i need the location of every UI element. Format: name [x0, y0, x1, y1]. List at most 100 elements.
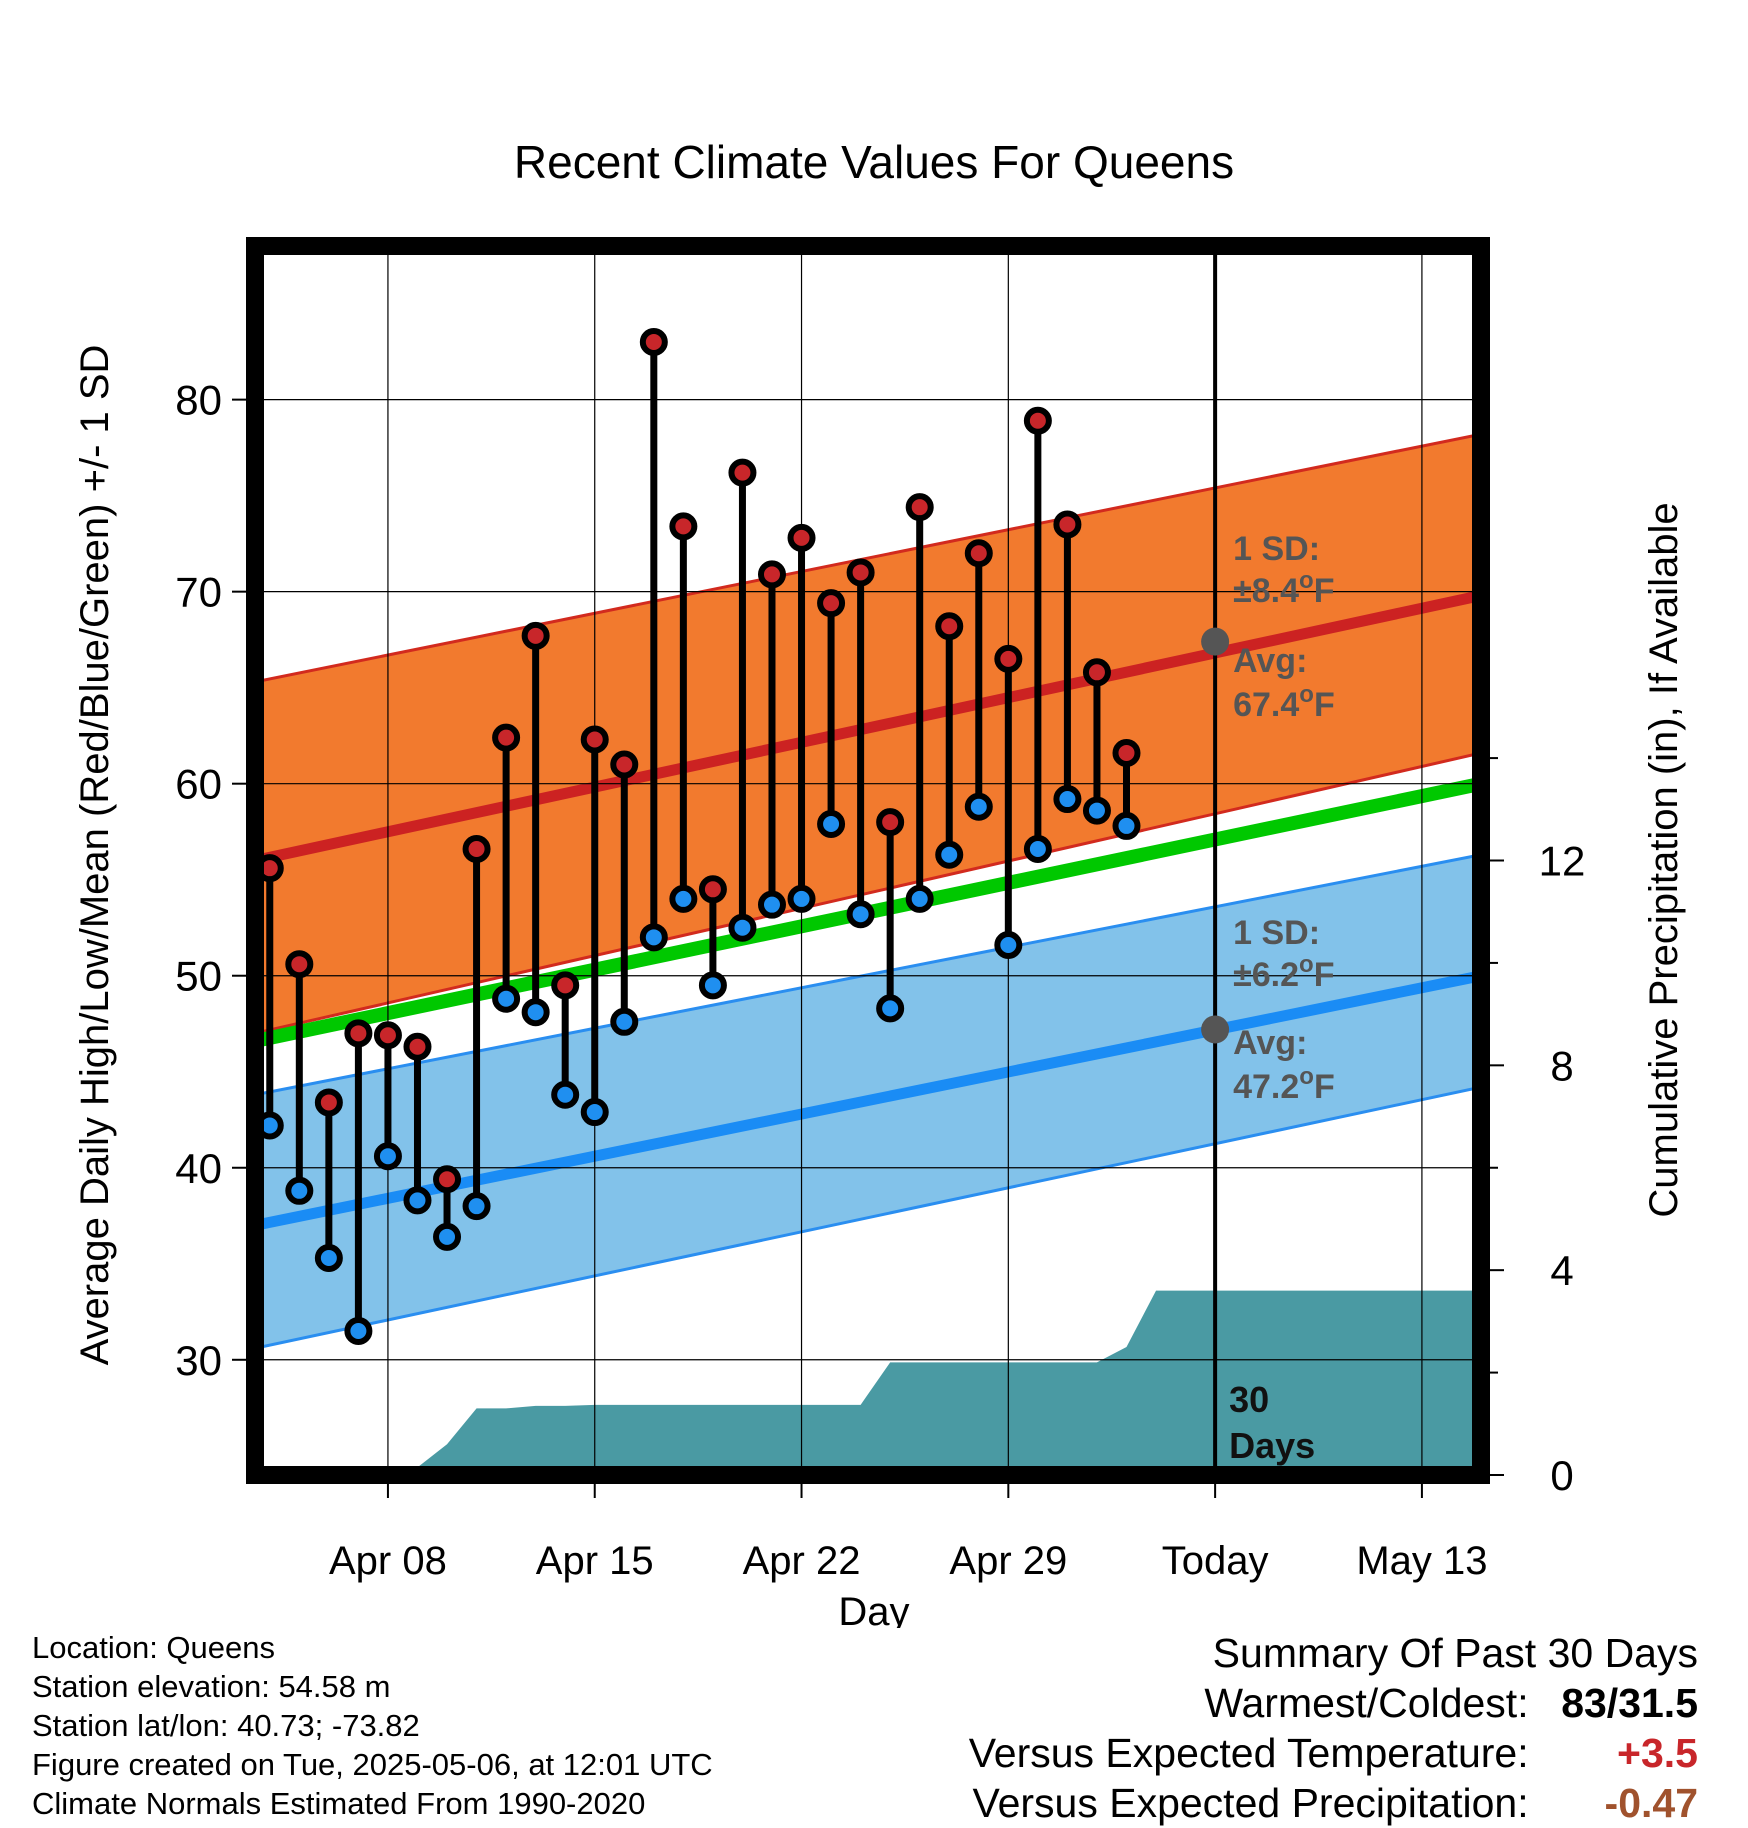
low-temperature-point	[905, 884, 934, 913]
x-tick-label: Apr 29	[949, 1539, 1067, 1583]
precipitation-area	[255, 1290, 1481, 1475]
low-temperature-point	[817, 810, 846, 839]
latlon-text: Station lat/lon: 40.73; -73.82	[32, 1708, 420, 1743]
created-text: Figure created on Tue, 2025-05-06, at 12…	[32, 1747, 713, 1782]
low-temperature-point	[610, 1007, 639, 1036]
summary-row-warmest-coldest: Warmest/Coldest: 83/31.5	[969, 1678, 1698, 1728]
low-temperature-point	[344, 1316, 373, 1345]
high-temperature-point	[994, 644, 1023, 673]
low-temperature-point	[433, 1222, 462, 1251]
low-temperature-point	[1112, 811, 1141, 840]
y-tick-label: 50	[175, 953, 222, 1000]
high-temperature-point	[846, 558, 875, 587]
high-sd-upper-edge	[255, 432, 1481, 684]
x-tick-label: Apr 08	[329, 1539, 447, 1583]
high-temperature-point	[403, 1032, 432, 1061]
low-temperature-point	[492, 984, 521, 1013]
summary-row-precipitation: Versus Expected Precipitation: -0.47	[969, 1778, 1699, 1828]
low-temperature-point	[935, 840, 964, 869]
today-high-normal-dot	[1201, 627, 1230, 656]
summary-title: Summary Of Past 30 Days	[1212, 1630, 1698, 1676]
low-avg-label: Avg:	[1233, 1024, 1307, 1062]
low-temperature-point	[639, 923, 668, 952]
chart-title: Recent Climate Values For Queens	[514, 136, 1234, 188]
low-temperature-point	[964, 792, 993, 821]
high-temperature-point	[935, 612, 964, 641]
precipitation-anomaly-value: -0.47	[1604, 1780, 1698, 1826]
high-temperature-point	[639, 328, 668, 357]
today-low-normal-dot	[1201, 1015, 1230, 1044]
location-text: Location: Queens	[32, 1630, 276, 1665]
high-temperature-point	[492, 723, 521, 752]
low-sd-upper-edge	[255, 853, 1481, 1097]
low-temperature-point	[846, 900, 875, 929]
high-temperature-point	[817, 589, 846, 618]
high-temperature-point	[373, 1021, 402, 1050]
high-temperature-point	[1023, 406, 1052, 435]
plot-area	[255, 246, 1481, 1475]
high-temperature-point	[787, 523, 816, 552]
temperature-anomaly-label: Versus Expected Temperature:	[968, 1730, 1529, 1776]
x-tick-label: Apr 15	[536, 1539, 654, 1583]
high-temperature-point	[462, 834, 491, 863]
y2-tick-label: 4	[1550, 1247, 1573, 1294]
low-temperature-point	[403, 1186, 432, 1215]
y2-axis-label: Cumulative Precipitation (in), If Availa…	[1642, 502, 1686, 1217]
high-temperature-point	[1112, 738, 1141, 767]
high-temperature-point	[580, 725, 609, 754]
high-temperature-point	[905, 493, 934, 522]
high-temperature-point	[1082, 658, 1111, 687]
y-tick-label: 70	[175, 569, 222, 616]
high-temperature-point	[728, 458, 757, 487]
x-tick-label: May 13	[1356, 1539, 1487, 1583]
high-temperature-point	[876, 808, 905, 837]
low-sd-value: ±6.2oF	[1233, 951, 1334, 994]
high-temperature-point	[314, 1088, 343, 1117]
station-info: Location: Queens Station elevation: 54.5…	[32, 1628, 713, 1823]
plot-frame	[246, 237, 1490, 1484]
low-temperature-point	[373, 1142, 402, 1171]
low-temperature-point	[1023, 834, 1052, 863]
summary-row-temperature: Versus Expected Temperature: +3.5	[969, 1728, 1698, 1778]
high-temperature-point	[344, 1019, 373, 1048]
y-tick-label: 60	[175, 761, 222, 808]
low-temperature-point	[728, 913, 757, 942]
high-temperature-point	[551, 971, 580, 1000]
low-avg-value: 47.2oF	[1233, 1063, 1335, 1106]
high-temperature-point	[521, 621, 550, 650]
high-avg-label: Avg:	[1233, 642, 1307, 680]
y-tick-label: 40	[175, 1145, 222, 1192]
low-temperature-point	[521, 998, 550, 1027]
low-temperature-point	[698, 971, 727, 1000]
low-sd-lower-edge	[255, 1085, 1481, 1350]
high-sd-value: ±8.4oF	[1233, 567, 1334, 610]
low-temperature-point	[876, 994, 905, 1023]
y-axis-label: Average Daily High/Low/Mean (Red/Blue/Gr…	[73, 345, 117, 1366]
normals-text: Climate Normals Estimated From 1990-2020	[32, 1786, 646, 1821]
low-temperature-point	[580, 1098, 609, 1127]
low-sd-label: 1 SD:	[1233, 914, 1320, 952]
high-temperature-point	[964, 539, 993, 568]
high-temperature-point	[757, 560, 786, 589]
x-tick-label: Apr 22	[743, 1539, 861, 1583]
y2-tick-label: 0	[1550, 1452, 1573, 1499]
climate-chart: Recent Climate Values For Queens 1 SD:±8…	[73, 136, 1686, 1628]
y-tick-label: 30	[175, 1337, 222, 1384]
low-temperature-point	[994, 930, 1023, 959]
high-avg-value: 67.4oF	[1233, 681, 1335, 724]
warmest-coldest-value: 83/31.5	[1561, 1680, 1698, 1726]
high-average-line	[255, 590, 1481, 866]
high-temperature-point	[698, 875, 727, 904]
elevation-text: Station elevation: 54.58 m	[32, 1669, 391, 1704]
today-days-count-label: 30	[1229, 1379, 1269, 1420]
x-tick-label: Today	[1162, 1539, 1269, 1583]
today-days-word-label: Days	[1229, 1425, 1315, 1466]
summary-panel: Summary Of Past 30 Days Warmest/Coldest:…	[969, 1628, 1698, 1828]
y2-tick-label: 12	[1539, 838, 1586, 885]
high-temperature-point	[285, 950, 314, 979]
low-temperature-point	[285, 1176, 314, 1205]
high-sd-label: 1 SD:	[1233, 530, 1320, 568]
high-temperature-point	[610, 750, 639, 779]
low-temperature-point	[1082, 796, 1111, 825]
high-temperature-point	[669, 512, 698, 541]
